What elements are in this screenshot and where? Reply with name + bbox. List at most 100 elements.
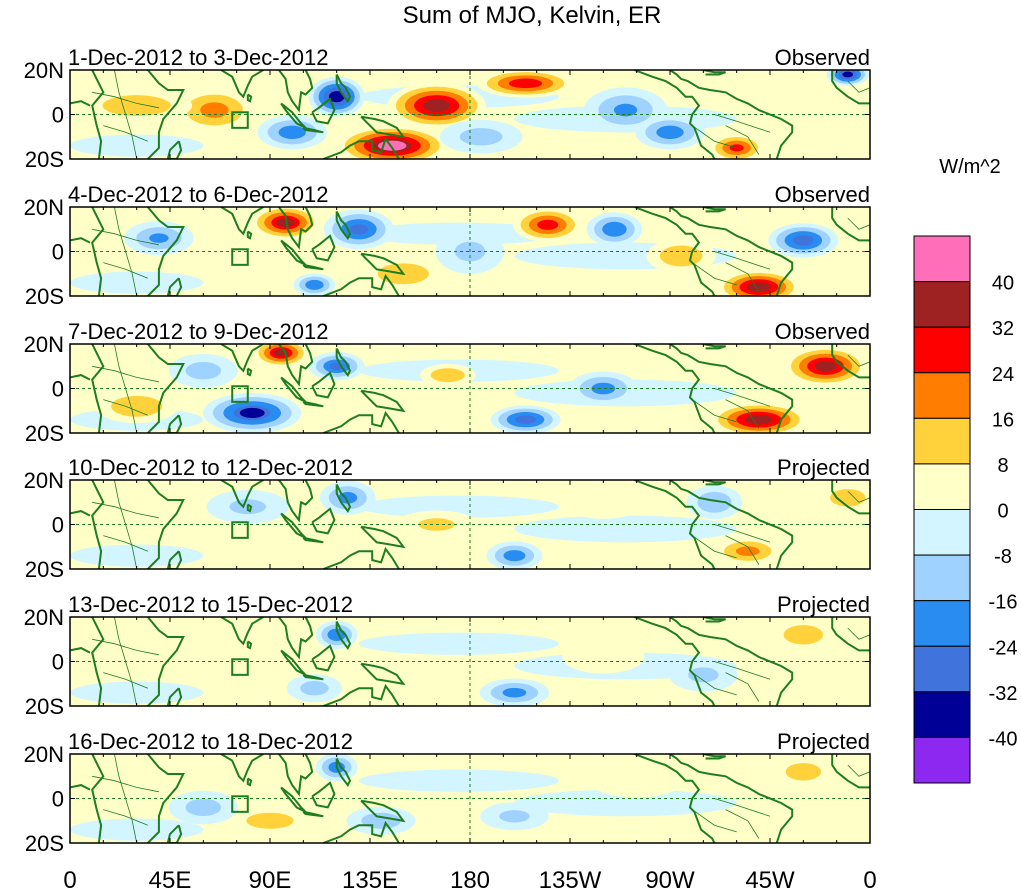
colorbar-label: 8 — [997, 455, 1008, 477]
coastline — [669, 754, 794, 843]
coastline — [302, 126, 324, 134]
panel-period: 4-Dec-2012 to 6-Dec-2012 — [68, 182, 328, 207]
coastline — [360, 799, 406, 823]
panel: 20N 0 20S 16-Dec-2012 to 18-Dec-2012 Project… — [24, 729, 871, 856]
coastline — [634, 617, 716, 706]
anomaly-contour — [358, 632, 559, 655]
x-tick-label: 45W — [745, 867, 795, 889]
panel: 20N 0 20S 4-Dec-2012 to 6-Dec-2012 Observed — [24, 182, 871, 309]
coastline — [311, 97, 336, 125]
anomaly-contour — [70, 681, 204, 704]
anomaly-contour — [735, 546, 760, 557]
anomaly-contour — [423, 99, 451, 112]
country-border — [103, 125, 148, 142]
y-tick-label: 20N — [24, 605, 64, 630]
colorbar-label: 32 — [992, 318, 1014, 340]
x-tick-label: 90W — [645, 867, 695, 889]
coastline — [322, 273, 400, 296]
colorbar-label: -32 — [989, 683, 1018, 705]
country-border — [691, 399, 737, 423]
anomaly-contour — [562, 485, 645, 519]
country-border — [725, 399, 760, 429]
country-border — [103, 672, 148, 689]
panel-period: 7-Dec-2012 to 9-Dec-2012 — [68, 319, 328, 344]
colorbar-label: -40 — [989, 728, 1018, 750]
country-border — [725, 809, 760, 839]
colorbar-swatch — [913, 463, 971, 510]
coastline — [70, 237, 91, 244]
anomaly-contour — [697, 491, 732, 513]
panel-status: Observed — [775, 45, 870, 70]
anomaly-contour — [305, 279, 324, 290]
y-tick-label: 0 — [52, 377, 64, 402]
anomaly-contour — [745, 414, 773, 425]
coastline — [669, 344, 794, 433]
country-border — [691, 535, 737, 559]
coastline — [634, 70, 716, 159]
country-border — [691, 125, 737, 149]
coastline — [147, 70, 185, 159]
colorbar-label: -24 — [989, 637, 1018, 659]
anomaly-contour — [430, 368, 465, 383]
colorbar: W/m^2 40 32 24 16 8 0 -8 -16 -24 -32 -40 — [913, 156, 1018, 784]
anomaly-contour — [185, 362, 222, 380]
y-tick-label: 20S — [25, 284, 64, 309]
reference-box — [231, 521, 249, 539]
coastline — [634, 754, 716, 843]
anomaly-contour — [514, 789, 737, 817]
coastline — [70, 647, 91, 654]
y-tick-label: 0 — [52, 650, 64, 675]
coastline — [669, 617, 794, 706]
coastline — [669, 207, 794, 296]
coastline — [335, 483, 352, 513]
country-border — [714, 388, 771, 407]
coastline — [220, 480, 264, 509]
coastline — [831, 344, 870, 379]
reference-box — [231, 248, 249, 266]
reference-box — [231, 795, 249, 813]
coastline — [246, 230, 253, 240]
anomaly-contour — [350, 224, 368, 235]
coastline — [220, 617, 264, 646]
coastline — [166, 277, 183, 296]
coastline — [335, 74, 352, 104]
country-border — [103, 535, 148, 552]
panel-period: 1-Dec-2012 to 3-Dec-2012 — [68, 45, 328, 70]
panel-status: Projected — [777, 455, 870, 480]
panel: 20N 0 20S 7-Dec-2012 to 9-Dec-2012 Observed — [24, 319, 871, 446]
x-axis: 0 45E 90E 135E 180 135W 90W 45W 0 — [63, 867, 876, 894]
anomaly-contour — [785, 763, 822, 781]
country-border — [714, 251, 771, 270]
panel-period: 13-Dec-2012 to 15-Dec-2012 — [68, 592, 353, 617]
anomaly-contour — [358, 495, 559, 518]
colorbar-swatch — [913, 235, 971, 283]
coastline — [246, 777, 253, 787]
country-border — [92, 638, 159, 656]
anomaly-contour — [499, 810, 530, 823]
coastline — [302, 400, 324, 408]
country-border — [725, 672, 760, 702]
country-border — [714, 798, 771, 817]
coastline — [70, 784, 91, 791]
anomaly-contour — [200, 102, 229, 118]
coastline — [360, 662, 406, 686]
anomaly-contour — [562, 640, 645, 674]
coastline — [147, 344, 185, 433]
anomaly-contour — [602, 221, 627, 237]
colorbar-swatch — [913, 509, 971, 556]
coastline — [220, 70, 264, 99]
panel: 20N 0 20S 13-Dec-2012 to 15-Dec-2012 Project… — [24, 592, 871, 719]
coastline — [634, 480, 716, 569]
coastline — [311, 371, 336, 399]
coastline — [246, 367, 253, 377]
y-tick-label: 20N — [24, 332, 64, 357]
coastline — [360, 115, 406, 139]
coastline — [91, 754, 105, 843]
coastline — [91, 617, 105, 706]
anomaly-contour — [508, 78, 543, 89]
x-tick-label: 0 — [863, 867, 876, 889]
coastline — [91, 207, 105, 296]
anomaly-contour — [459, 128, 503, 146]
anomaly-contour — [149, 233, 169, 243]
